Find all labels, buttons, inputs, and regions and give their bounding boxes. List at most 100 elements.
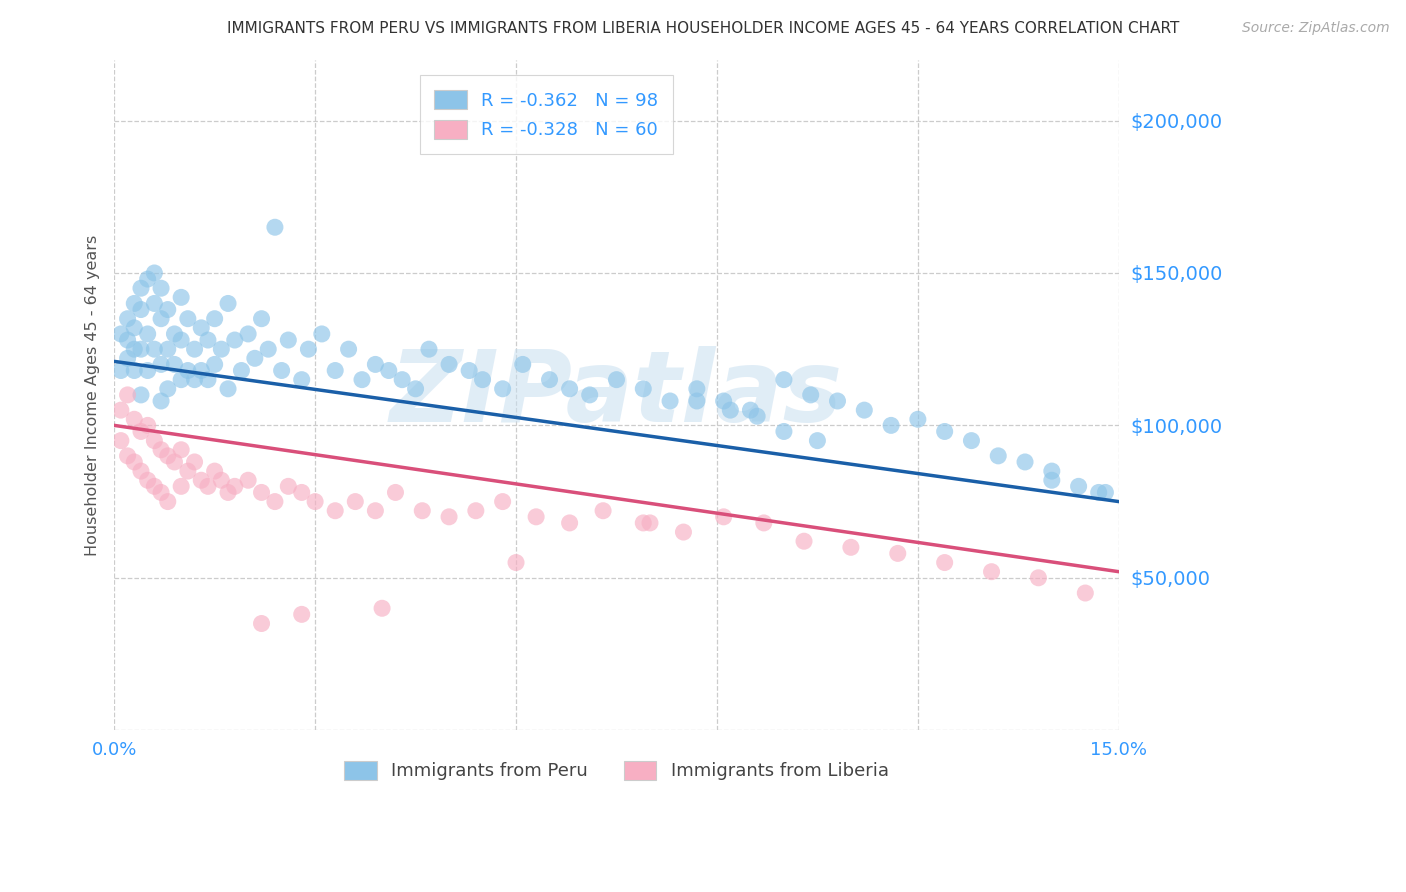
Point: [150, 394, 173, 409]
Point: [170, 479, 193, 493]
Point: [117, 449, 139, 463]
Point: [337, 342, 360, 356]
Point: [224, 333, 246, 347]
Point: [150, 485, 173, 500]
Point: [304, 494, 326, 508]
Point: [129, 464, 152, 478]
Point: [277, 333, 299, 347]
Y-axis label: Householder Income Ages 45 - 64 years: Householder Income Ages 45 - 64 years: [86, 235, 100, 556]
Point: [117, 333, 139, 347]
Point: [156, 449, 179, 463]
Point: [129, 388, 152, 402]
Point: [524, 509, 547, 524]
Point: [907, 412, 929, 426]
Point: [209, 473, 232, 487]
Point: [129, 281, 152, 295]
Point: [1087, 485, 1109, 500]
Point: [183, 455, 205, 469]
Point: [686, 382, 709, 396]
Point: [277, 479, 299, 493]
Point: [209, 342, 232, 356]
Point: [364, 504, 387, 518]
Point: [257, 342, 280, 356]
Point: [124, 296, 146, 310]
Point: [1014, 455, 1036, 469]
Point: [311, 326, 333, 341]
Point: [505, 556, 527, 570]
Point: [183, 373, 205, 387]
Point: [672, 524, 695, 539]
Point: [163, 326, 186, 341]
Point: [150, 442, 173, 457]
Point: [987, 449, 1010, 463]
Point: [934, 556, 956, 570]
Point: [231, 363, 253, 377]
Point: [250, 616, 273, 631]
Point: [378, 363, 401, 377]
Point: [264, 220, 287, 235]
Point: [183, 342, 205, 356]
Point: [747, 409, 769, 424]
Point: [143, 434, 166, 448]
Point: [491, 494, 513, 508]
Point: [344, 494, 367, 508]
Legend: Immigrants from Peru, Immigrants from Liberia: Immigrants from Peru, Immigrants from Li…: [329, 746, 903, 795]
Point: [110, 326, 132, 341]
Point: [270, 363, 292, 377]
Point: [190, 363, 212, 377]
Point: [170, 442, 193, 457]
Point: [558, 516, 581, 530]
Point: [411, 504, 433, 518]
Point: [136, 326, 159, 341]
Point: [156, 342, 179, 356]
Point: [129, 425, 152, 439]
Point: [437, 509, 460, 524]
Point: [773, 425, 796, 439]
Text: Source: ZipAtlas.com: Source: ZipAtlas.com: [1241, 21, 1389, 35]
Point: [638, 516, 661, 530]
Point: [204, 464, 226, 478]
Point: [1067, 479, 1090, 493]
Point: [405, 382, 427, 396]
Point: [243, 351, 266, 366]
Point: [773, 373, 796, 387]
Point: [136, 473, 159, 487]
Point: [156, 382, 179, 396]
Point: [391, 373, 413, 387]
Point: [110, 434, 132, 448]
Point: [264, 494, 287, 508]
Point: [418, 342, 440, 356]
Point: [291, 607, 314, 622]
Point: [143, 342, 166, 356]
Point: [659, 394, 682, 409]
Point: [170, 373, 193, 387]
Point: [980, 565, 1002, 579]
Point: [177, 464, 200, 478]
Point: [371, 601, 394, 615]
Point: [136, 363, 159, 377]
Point: [592, 504, 614, 518]
Point: [117, 311, 139, 326]
Point: [250, 485, 273, 500]
Point: [129, 342, 152, 356]
Point: [464, 504, 486, 518]
Point: [150, 311, 173, 326]
Point: [880, 418, 903, 433]
Point: [291, 373, 314, 387]
Point: [291, 485, 314, 500]
Point: [224, 479, 246, 493]
Point: [124, 321, 146, 335]
Point: [124, 363, 146, 377]
Point: [117, 351, 139, 366]
Point: [718, 403, 741, 417]
Point: [250, 311, 273, 326]
Point: [190, 473, 212, 487]
Point: [458, 363, 481, 377]
Point: [204, 358, 226, 372]
Point: [1094, 485, 1116, 500]
Point: [150, 358, 173, 372]
Point: [1040, 464, 1063, 478]
Point: [512, 358, 534, 372]
Point: [143, 479, 166, 493]
Point: [143, 296, 166, 310]
